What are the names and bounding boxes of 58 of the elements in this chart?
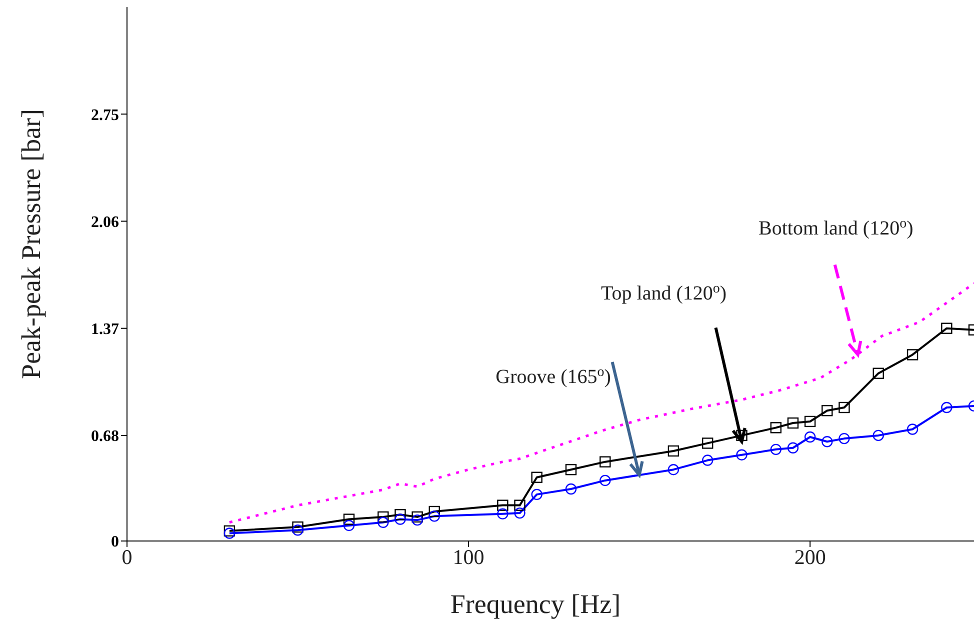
- y-tick-label: 0: [111, 534, 119, 551]
- point: [497, 500, 508, 511]
- x-tick-label: 200: [794, 544, 826, 569]
- point: [378, 511, 389, 523]
- point: [702, 438, 714, 449]
- point: [770, 422, 782, 434]
- point: [378, 516, 389, 528]
- annotation: Groove (165$^{o}$): [496, 364, 611, 388]
- point: [838, 432, 850, 444]
- annotation: Bottom land (120$^{o}$): [758, 216, 914, 240]
- point: [514, 500, 526, 511]
- point: [872, 368, 884, 379]
- point: [531, 488, 542, 500]
- point: [224, 528, 236, 539]
- point: [906, 424, 918, 435]
- point: [702, 454, 714, 466]
- point: [497, 508, 508, 520]
- point: [412, 511, 423, 523]
- point: [343, 520, 355, 532]
- line-series: [228, 282, 974, 524]
- point: [531, 472, 542, 483]
- point: [292, 521, 304, 533]
- point: [906, 349, 918, 360]
- point: [838, 402, 850, 414]
- point: [394, 514, 406, 525]
- y-axis-title: Peak-peak Pressure [bar]: [16, 109, 46, 379]
- point: [565, 483, 577, 495]
- point: [343, 514, 355, 525]
- x-axis-title: Frequency [Hz]: [450, 589, 621, 619]
- point: [514, 507, 526, 519]
- point: [412, 514, 423, 526]
- point: [941, 322, 952, 334]
- point: [224, 525, 236, 537]
- point: [668, 445, 680, 457]
- point: [787, 417, 799, 429]
- y-tick-label: 2.06: [91, 214, 119, 231]
- x-tick-label: 100: [452, 544, 484, 569]
- point: [736, 449, 748, 460]
- point: [565, 464, 577, 476]
- point: [787, 442, 799, 454]
- point: [872, 430, 884, 442]
- point: [428, 510, 440, 522]
- point: [941, 402, 952, 414]
- annotation: Top land (120$^{o}$): [600, 281, 727, 305]
- point: [292, 524, 304, 536]
- point: [394, 509, 406, 520]
- point: [804, 416, 816, 428]
- point: [822, 436, 833, 448]
- point: [600, 474, 611, 486]
- point: [770, 444, 782, 456]
- point: [428, 506, 440, 518]
- y-tick-label: 0.68: [91, 428, 119, 446]
- y-tick-label: 2.75: [91, 106, 119, 124]
- point: [822, 405, 833, 416]
- point: [804, 431, 816, 443]
- point: [668, 464, 680, 476]
- point: [600, 456, 611, 468]
- y-tick-label: 1.37: [91, 321, 119, 338]
